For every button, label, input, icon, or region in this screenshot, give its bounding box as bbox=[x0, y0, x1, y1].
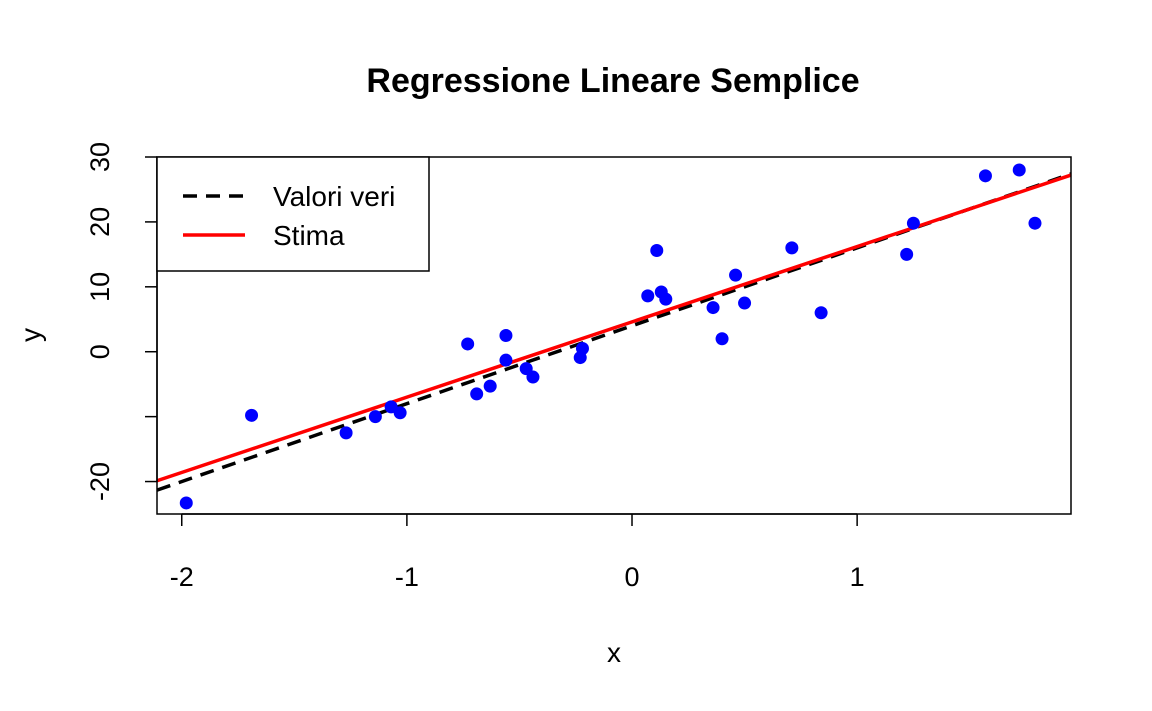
y-axis-label: y bbox=[15, 328, 46, 342]
legend-label-estimate: Stima bbox=[273, 220, 345, 251]
y-tick-label: 30 bbox=[85, 142, 115, 172]
y-tick-label: 10 bbox=[85, 272, 115, 302]
x-axis: -2 -1 0 1 bbox=[170, 513, 865, 592]
data-point bbox=[393, 406, 407, 420]
y-tick-label: 0 bbox=[85, 344, 115, 359]
data-point bbox=[785, 241, 799, 255]
data-point bbox=[906, 216, 920, 230]
data-point bbox=[526, 370, 540, 384]
data-point bbox=[738, 296, 752, 310]
legend-box bbox=[156, 156, 430, 272]
data-point bbox=[1012, 163, 1026, 177]
x-tick-label: 1 bbox=[850, 562, 865, 592]
data-point bbox=[706, 301, 720, 315]
data-point bbox=[575, 341, 589, 355]
data-point bbox=[245, 408, 259, 422]
data-point bbox=[641, 289, 655, 303]
x-axis-label: x bbox=[607, 637, 621, 668]
x-tick-label: -1 bbox=[395, 562, 419, 592]
data-point bbox=[470, 387, 484, 401]
data-point bbox=[339, 426, 353, 440]
data-point bbox=[814, 306, 828, 320]
data-point bbox=[659, 292, 673, 306]
x-tick-label: 0 bbox=[624, 562, 639, 592]
data-point bbox=[1028, 216, 1042, 230]
data-point bbox=[729, 268, 743, 282]
data-points bbox=[179, 163, 1042, 510]
chart-title: Regressione Lineare Semplice bbox=[366, 62, 859, 100]
data-point bbox=[499, 329, 513, 342]
data-point bbox=[715, 332, 729, 346]
y-axis: -20 0 10 20 30 bbox=[85, 142, 158, 501]
legend: Valori veri Stima bbox=[156, 156, 430, 272]
data-point bbox=[368, 410, 382, 424]
data-point bbox=[461, 337, 475, 351]
data-point bbox=[179, 496, 193, 510]
data-point bbox=[483, 379, 497, 393]
x-tick-label: -2 bbox=[170, 562, 194, 592]
data-point bbox=[499, 353, 513, 367]
data-point bbox=[650, 243, 664, 257]
y-tick-label: -20 bbox=[85, 462, 115, 501]
y-tick-label: 20 bbox=[85, 207, 115, 237]
data-point bbox=[978, 169, 992, 183]
data-point bbox=[900, 247, 914, 261]
legend-label-true-values: Valori veri bbox=[273, 181, 395, 212]
